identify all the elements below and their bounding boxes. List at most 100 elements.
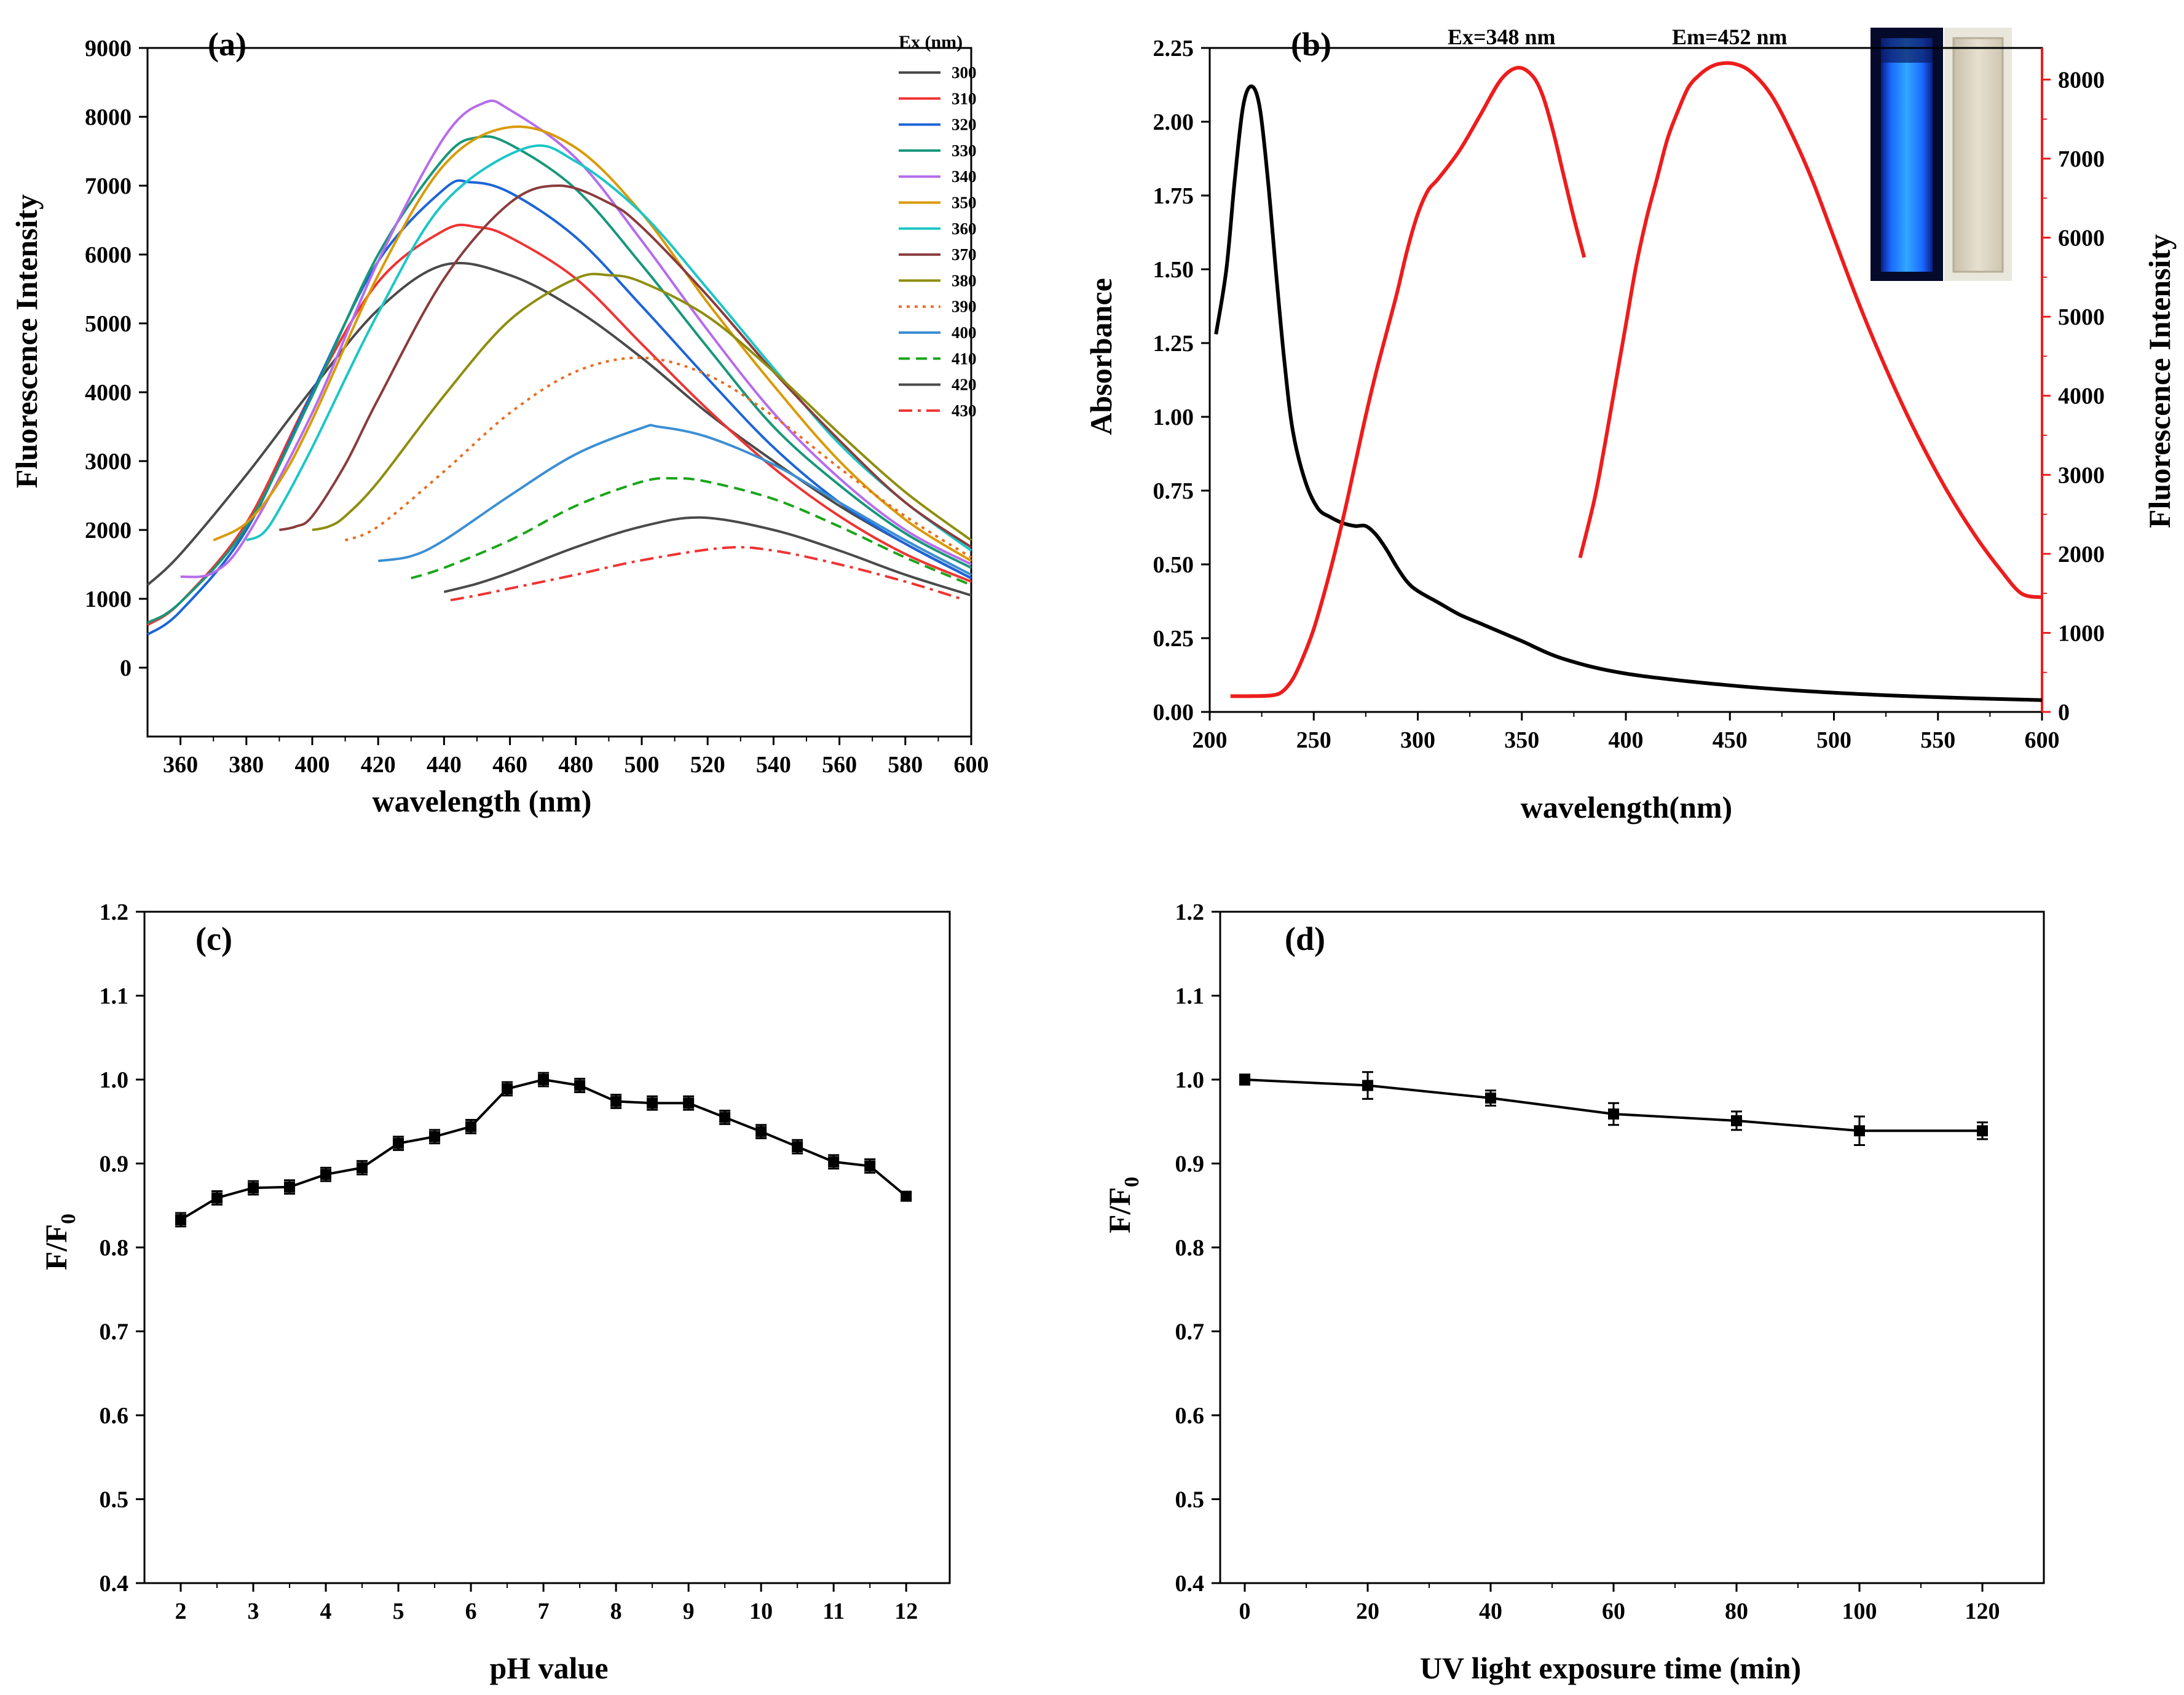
y-tick-label: 1.00: [1153, 405, 1194, 430]
x-tick-label: 60: [1602, 1598, 1625, 1624]
x-tick-label: 300: [1400, 727, 1435, 753]
panel-a-legend: 300 310 320 330 340 350 360 370 380 390 400 410 420 4…: [899, 63, 977, 420]
series-ex-370: [279, 184, 972, 548]
y-tick-label: 1.0: [1175, 1067, 1205, 1093]
x-tick-label: 380: [229, 752, 264, 778]
y-tick-label: 5000: [85, 311, 132, 337]
data-point: [538, 1074, 550, 1085]
series-ex-300: [146, 261, 972, 587]
y-tick-label: 1.75: [1153, 183, 1194, 209]
data-point: [719, 1112, 731, 1123]
data-point: [248, 1182, 259, 1194]
data-point: [864, 1160, 876, 1172]
x-tick-label: 120: [1965, 1598, 2000, 1624]
data-point: [284, 1181, 296, 1193]
right-tick-label: 5000: [2058, 304, 2105, 330]
y-tick-label: 7000: [85, 173, 132, 199]
data-point: [755, 1126, 767, 1137]
series-ex-360: [246, 144, 972, 552]
x-tick-label: 500: [625, 752, 660, 778]
y-tick-label: 3000: [85, 449, 132, 475]
x-tick-label: 12: [894, 1598, 918, 1624]
panel-c: (c) pH value F/F0: [39, 920, 609, 1685]
series-ex-420: [443, 516, 972, 597]
legend-label: 400: [952, 323, 977, 342]
data-point: [647, 1097, 658, 1109]
series-ex-380: [312, 272, 972, 542]
right-tick-label: 3000: [2058, 462, 2105, 488]
panel-c-axes: 2 3 4 5 6 7 8 9 10 11 12 0.4 0.5 0.6 0.7 0.8 0.9 1.0 1.1 1.…: [100, 899, 951, 1624]
data-point: [792, 1141, 803, 1153]
y-tick-label: 0: [120, 655, 132, 681]
data-point: [1485, 1092, 1496, 1104]
panel-c-xlabel: pH value: [489, 1651, 608, 1685]
emission-annotation: Em=452 nm: [1672, 25, 1788, 49]
series-ex-430: [450, 546, 962, 602]
series-excitation: [1230, 66, 1587, 698]
series-ex-410: [411, 476, 972, 587]
x-tick-label: 500: [1816, 727, 1851, 753]
y-tick-label: 0.25: [1153, 626, 1194, 652]
plots-layer: 360 380 400 420 440 460 480 500 520 540 560 580 6000…: [85, 36, 2105, 1624]
y-tick-label: 0.5: [100, 1487, 129, 1513]
y-tick-label: 0.8: [100, 1235, 129, 1261]
y-tick-label: 6000: [85, 242, 132, 268]
x-tick-label: 3: [248, 1598, 259, 1624]
data-point: [828, 1156, 840, 1168]
panel-d-xlabel: UV light exposure time (min): [1420, 1651, 1801, 1685]
data-point: [1977, 1125, 1988, 1137]
data-point: [1608, 1108, 1619, 1120]
panel-c-frame: [143, 911, 951, 1584]
series-ex-390: [344, 356, 972, 559]
x-tick-label: 5: [393, 1598, 404, 1624]
series-ex-340: [180, 99, 972, 579]
legend-label: 370: [952, 245, 977, 264]
y-tick-label: 1.50: [1153, 257, 1194, 283]
legend-label: 350: [952, 194, 977, 212]
cuvette-photo-inset: [1871, 28, 2012, 281]
y-tick-label: 9000: [85, 36, 132, 61]
series-ex-320: [146, 179, 972, 636]
panel-b-ylabel: Absorbance: [1084, 278, 1118, 435]
x-tick-label: 11: [822, 1598, 845, 1624]
data-point: [320, 1169, 332, 1180]
x-tick-label: 560: [822, 752, 857, 778]
data-point: [683, 1097, 695, 1109]
right-tick-label: 2000: [2058, 542, 2105, 567]
y-tick-label: 0.7: [100, 1319, 129, 1345]
data-point: [465, 1121, 477, 1132]
data-point: [901, 1190, 912, 1202]
data-point: [211, 1192, 223, 1204]
panel-b-xlabel: wavelength(nm): [1521, 790, 1732, 824]
panel-d: (d) UV light exposure time (min) F/F0: [1102, 920, 1801, 1685]
x-tick-label: 450: [1713, 727, 1748, 753]
y-tick-label: 0.50: [1153, 552, 1194, 578]
right-tick-label: 4000: [2058, 384, 2105, 409]
y-tick-label: 0.6: [100, 1403, 129, 1429]
y-tick-label: 0.5: [1175, 1487, 1205, 1513]
panel-a-label: (a): [208, 26, 246, 63]
x-tick-label: 6: [465, 1598, 477, 1624]
x-tick-label: 2: [175, 1598, 187, 1624]
y-tick-label: 1.1: [1175, 984, 1205, 1009]
panel-a-ylabel: Fluorescence Intensity: [9, 194, 44, 488]
series-emission: [1578, 61, 2043, 599]
x-tick-label: 580: [888, 752, 923, 778]
x-tick-label: 40: [1479, 1598, 1502, 1624]
x-tick-label: 520: [690, 752, 725, 778]
y-tick-label: 1.2: [1175, 899, 1205, 925]
data-point: [429, 1131, 441, 1142]
uv-cuvette: [1881, 38, 1933, 272]
data-point: [393, 1137, 404, 1149]
x-tick-label: 20: [1356, 1598, 1379, 1624]
y-tick-label: 0.4: [1175, 1571, 1205, 1597]
x-tick-label: 360: [163, 752, 198, 778]
data-point: [502, 1083, 513, 1095]
y-tick-label: 1.0: [100, 1067, 129, 1093]
y-tick-label: 2.00: [1153, 109, 1194, 135]
right-tick-label: 6000: [2058, 226, 2105, 251]
y-tick-label: 8000: [85, 105, 132, 130]
panel-c-ylabel: F/F0: [39, 1214, 80, 1270]
panel-d-frame: [1219, 911, 2045, 1584]
